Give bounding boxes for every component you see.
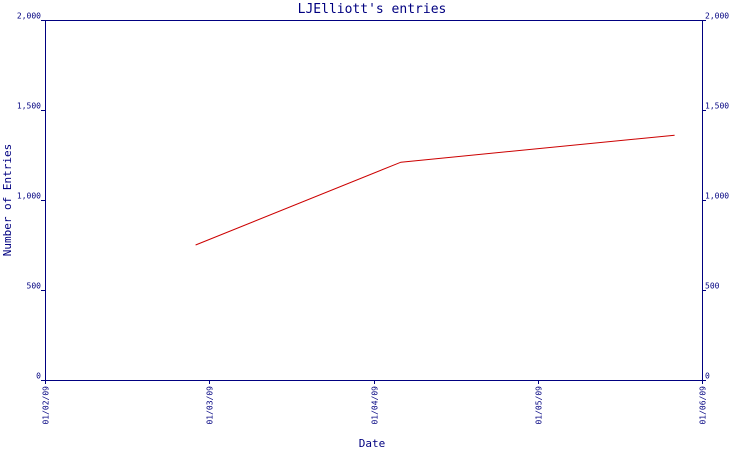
y-axis-label: Number of Entries <box>1 144 14 257</box>
x-tick-label: 01/05/09 <box>535 386 544 425</box>
y-tick-label-left: 500 <box>27 282 42 291</box>
chart-title: LJElliott's entries <box>298 2 447 17</box>
y-tick-label-left: 1,500 <box>17 102 41 111</box>
y-tick-label-right: 0 <box>705 372 710 381</box>
y-tick-label-right: 2,000 <box>705 12 729 21</box>
plot-frame <box>45 20 703 381</box>
y-axis-right: 0 500 1,000 1,500 2,000 <box>702 12 729 381</box>
x-axis: 01/02/09 01/03/09 01/04/09 01/05/09 01/06/09 <box>42 380 708 425</box>
x-tick-label: 01/04/09 <box>371 386 380 425</box>
y-axis-left: 0 500 1,000 1,500 2,000 <box>17 12 45 381</box>
y-tick-label-left: 0 <box>36 372 41 381</box>
series-group <box>195 134 675 246</box>
y-tick-label-right: 500 <box>705 282 720 291</box>
x-tick-label: 01/03/09 <box>206 386 215 425</box>
y-tick-label-left: 2,000 <box>17 12 41 21</box>
x-tick-label: 01/06/09 <box>699 386 708 425</box>
y-tick-label-right: 1,000 <box>705 192 729 201</box>
series-line <box>195 134 675 246</box>
x-axis-label: Date <box>359 437 386 450</box>
x-tick-label: 01/02/09 <box>42 386 51 425</box>
y-tick-label-right: 1,500 <box>705 102 729 111</box>
y-tick-label-left: 1,000 <box>17 192 41 201</box>
